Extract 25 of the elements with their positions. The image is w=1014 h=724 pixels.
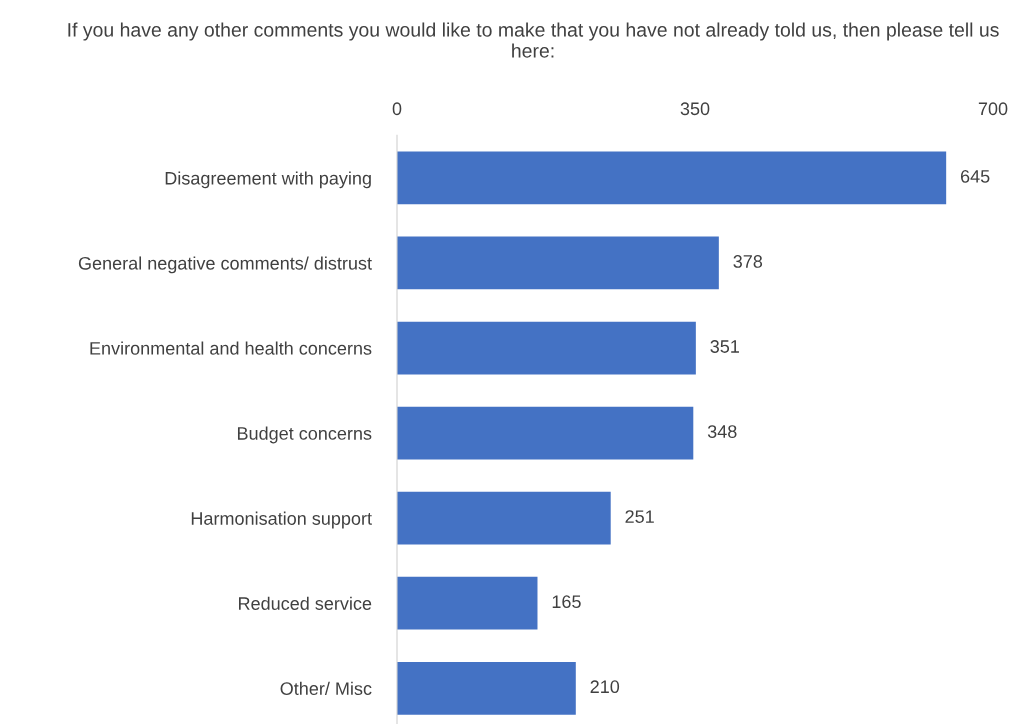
- bar: [397, 661, 576, 715]
- y-tick-label: Harmonisation support: [191, 511, 372, 529]
- data-label: 165: [552, 595, 581, 609]
- y-tick-label: Disagreement with paying: [165, 171, 371, 189]
- data-label: 348: [707, 425, 737, 438]
- bar: [397, 576, 538, 630]
- x-tick-label: 700: [978, 102, 1008, 116]
- chart-title: If you have any other comments you would like to make that you have not already told us, then please tell us here:: [68, 22, 999, 58]
- y-tick-label: Reduced service: [239, 596, 372, 610]
- y-tick-label: Budget concerns: [237, 426, 372, 444]
- data-label: 645: [960, 169, 990, 183]
- y-tick-label: Environmental and health concerns: [90, 341, 372, 355]
- y-tick-label: General negative comments/ distrust: [78, 256, 372, 274]
- x-tick-label: 0: [392, 102, 402, 116]
- bar: [397, 406, 694, 460]
- bar: [397, 491, 611, 545]
- x-tick-label: 350: [680, 102, 710, 116]
- data-label: 378: [733, 255, 763, 268]
- bar: [397, 321, 696, 375]
- data-label: 251: [625, 510, 654, 523]
- y-tick-label: Other/ Misc: [280, 681, 372, 695]
- data-label: 210: [590, 680, 620, 694]
- bar: [397, 151, 947, 205]
- data-label: 351: [710, 340, 739, 353]
- bar: [397, 236, 719, 290]
